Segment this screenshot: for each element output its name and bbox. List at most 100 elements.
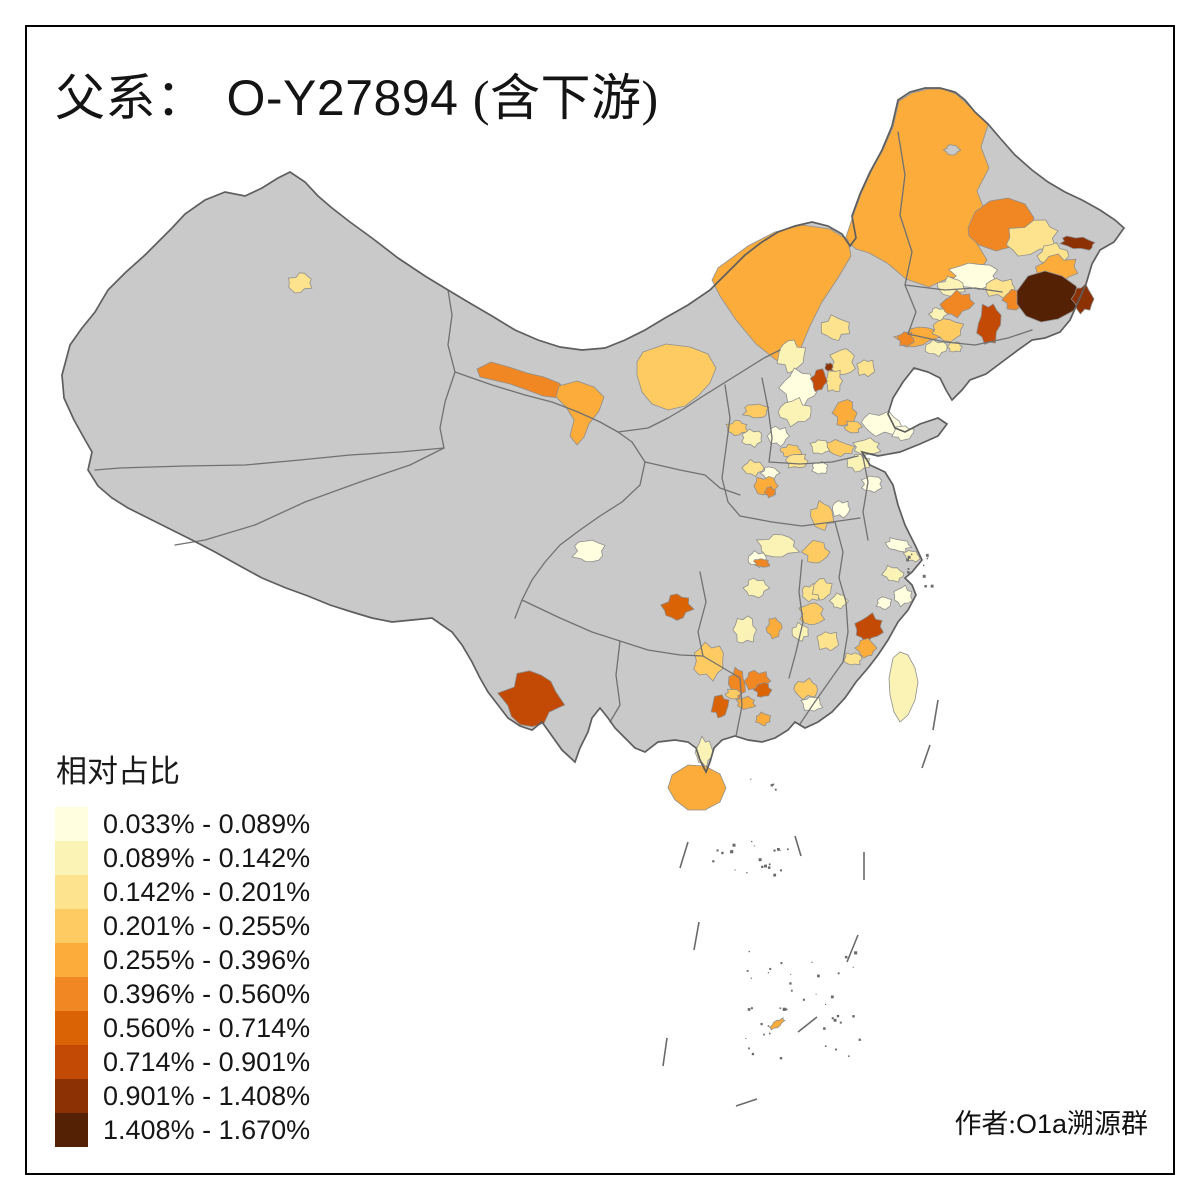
legend-row: 0.560% - 0.714% xyxy=(55,1011,310,1045)
sea-islands-and-dashes xyxy=(662,553,939,1107)
map-region-region-87 xyxy=(755,711,772,727)
sea-island-speck xyxy=(836,1014,840,1018)
legend-label: 0.142% - 0.201% xyxy=(103,877,311,907)
map-region-region-06 xyxy=(1059,235,1096,251)
sea-island-speck xyxy=(777,848,780,851)
map-region-region-68 xyxy=(811,578,833,601)
map-region-region-84 xyxy=(793,677,818,701)
map-region-region-25 xyxy=(829,348,856,375)
map-region-region-35 xyxy=(741,428,763,448)
map-region-region-44 xyxy=(809,439,831,455)
legend-row: 0.714% - 0.901% xyxy=(55,1045,310,1079)
province-border xyxy=(454,371,633,443)
sea-island-speck xyxy=(779,850,781,852)
sea-island-speck xyxy=(773,873,777,877)
map-region-region-30 xyxy=(809,368,828,393)
sea-island-speck xyxy=(839,1021,842,1024)
sea-island-speck xyxy=(730,850,734,854)
sea-island-speck xyxy=(780,869,782,872)
province-border xyxy=(761,377,773,463)
map-region-region-61 xyxy=(755,534,801,558)
legend-label: 0.033% - 0.089% xyxy=(103,809,311,839)
sea-dash-segment xyxy=(932,699,939,731)
sea-island-speck xyxy=(774,788,777,791)
sea-island-speck xyxy=(770,784,773,787)
map-region-region-76 xyxy=(888,651,919,723)
legend-swatch xyxy=(55,1011,88,1045)
sea-island-speck xyxy=(748,950,750,953)
map-region-region-82 xyxy=(752,682,773,698)
map-region-region-75 xyxy=(843,652,863,666)
china-outline xyxy=(62,88,1124,772)
sea-island-speck xyxy=(830,995,834,999)
sea-island-speck xyxy=(768,1032,771,1035)
sea-dash-segment xyxy=(679,841,689,869)
map-region-region-63 xyxy=(753,558,771,568)
sea-island-speck xyxy=(734,869,736,871)
sea-island-speck xyxy=(712,860,715,863)
map-region-region-13 xyxy=(1070,283,1095,315)
map-region-region-26 xyxy=(820,314,851,342)
map-region-region-45 xyxy=(741,458,765,478)
legend-swatch xyxy=(55,1079,88,1113)
legend-swatch xyxy=(55,943,88,977)
sea-island-speck xyxy=(815,993,817,995)
sea-island-speck xyxy=(753,845,755,847)
attribution-group-code: O1a xyxy=(1015,1109,1067,1139)
map-region-region-32 xyxy=(777,396,812,428)
sea-island-speck xyxy=(790,989,793,992)
sea-island-speck xyxy=(779,1057,783,1060)
coastline-stroke xyxy=(61,87,1126,775)
mainland-base xyxy=(62,88,1124,772)
sea-dash-segment xyxy=(693,921,700,951)
map-region-region-85 xyxy=(710,694,730,719)
map-region-region-39 xyxy=(843,420,864,434)
legend-row: 0.255% - 0.396% xyxy=(55,943,310,977)
legend-swatch xyxy=(55,1113,88,1147)
sea-island-speck xyxy=(906,558,909,562)
province-border xyxy=(904,284,1003,293)
sea-island-speck xyxy=(817,974,820,978)
legend-swatch xyxy=(55,909,88,943)
sea-island-speck xyxy=(750,778,752,780)
sea-island-speck xyxy=(745,1038,747,1039)
province-border xyxy=(842,601,849,663)
map-region-region-28 xyxy=(778,367,820,408)
map-region-region-83 xyxy=(724,688,742,700)
sea-island-speck xyxy=(854,951,858,955)
sea-island-speck xyxy=(930,584,934,588)
map-region-region-31 xyxy=(824,362,834,372)
sea-island-speck xyxy=(907,571,910,574)
sea-island-speck xyxy=(922,574,926,578)
sea-island-speck xyxy=(751,1052,755,1056)
sea-island-speck xyxy=(763,1033,765,1036)
sea-island-speck xyxy=(925,553,929,557)
map-region-region-02 xyxy=(942,144,962,156)
map-region-region-18 xyxy=(924,339,948,358)
sea-island-speck xyxy=(811,961,813,963)
map-region-region-77 xyxy=(571,539,606,563)
map-region-region-90 xyxy=(667,764,727,811)
province-border xyxy=(94,447,445,471)
province-border xyxy=(721,384,741,517)
sea-island-speck xyxy=(790,973,792,975)
title-prefix: 父系： xyxy=(55,70,207,126)
sea-island-speck xyxy=(768,863,771,866)
sea-island-speck xyxy=(924,585,927,588)
province-border xyxy=(834,521,847,603)
sea-dash-segment xyxy=(846,934,859,963)
map-region-region-74 xyxy=(854,637,878,659)
legend-label: 0.901% - 1.408% xyxy=(103,1081,311,1111)
sea-island-speck xyxy=(923,564,925,567)
page-title: 父系： O-Y27894 (含下游) xyxy=(55,58,659,130)
sea-island-speck xyxy=(721,851,724,855)
map-region-region-79 xyxy=(693,641,724,682)
province-borders-layer xyxy=(94,131,1033,737)
legend-row: 0.142% - 0.201% xyxy=(55,875,310,909)
legend-label: 0.089% - 0.142% xyxy=(103,843,311,873)
sea-island-speck xyxy=(927,555,929,558)
sea-island-speck xyxy=(926,557,928,560)
map-region-region-34 xyxy=(725,420,750,437)
